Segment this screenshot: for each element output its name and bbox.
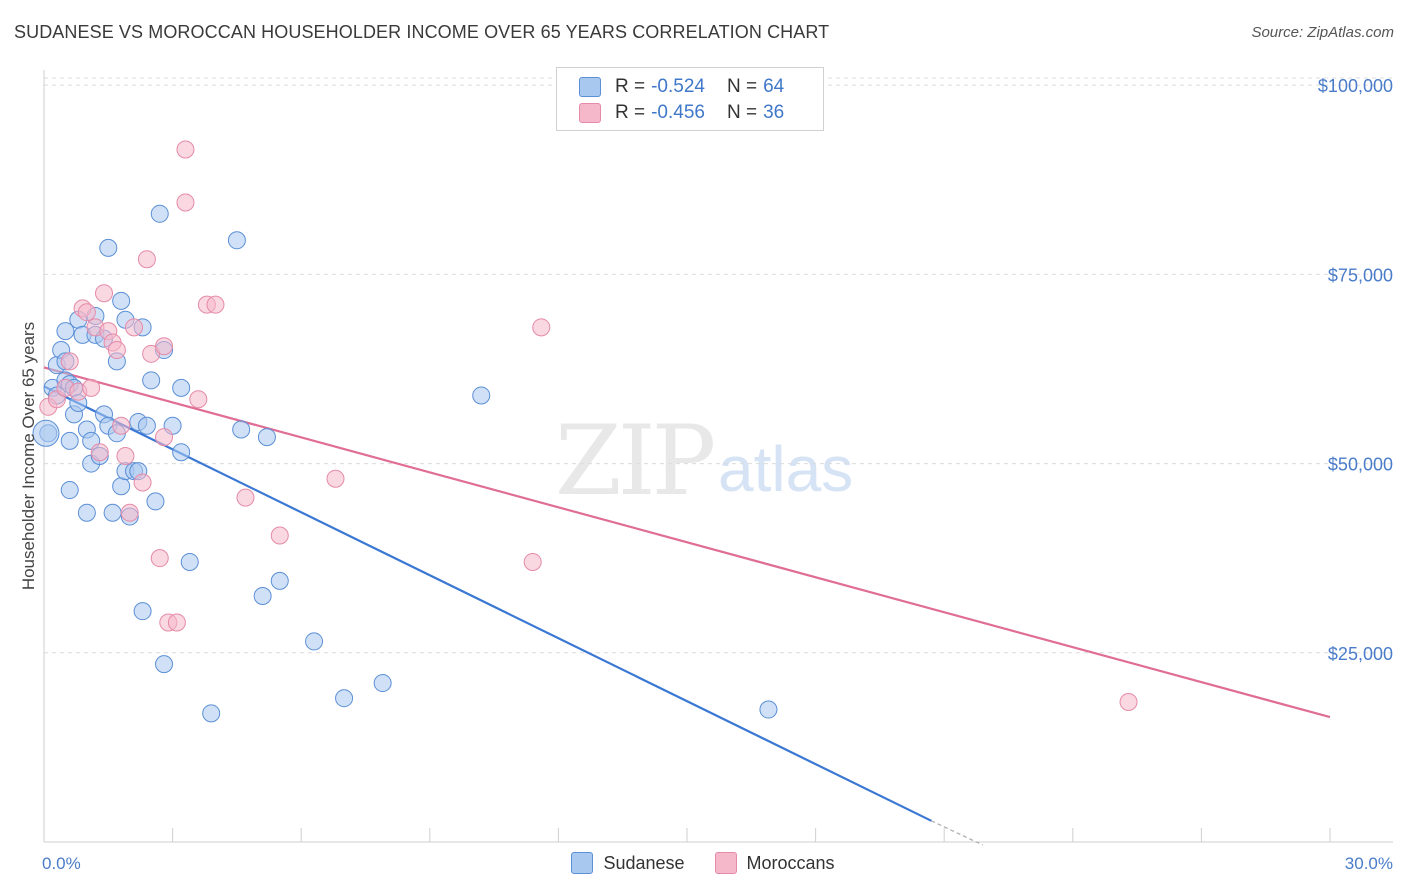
point-moroccans: [116, 447, 135, 465]
y-axis-label: Householder Income Over 65 years: [19, 322, 38, 590]
point-sudanese: [142, 371, 161, 390]
point-sudanese: [150, 204, 169, 223]
point-moroccans: [176, 193, 195, 212]
correlation-legend: R = -0.524 N = 64 R = -0.456 N = 36: [556, 67, 824, 131]
point-sudanese: [335, 689, 354, 708]
point-sudanese: [60, 481, 79, 500]
point-sudanese: [99, 238, 118, 257]
legend-swatch-moroccans: [579, 103, 601, 123]
point-moroccans: [167, 613, 186, 632]
point-moroccans: [150, 549, 169, 568]
point-moroccans: [125, 318, 144, 337]
point-sudanese: [373, 674, 392, 693]
point-moroccans: [532, 318, 551, 337]
legend-n-label: N =: [726, 102, 758, 123]
watermark-atlas: atlas: [718, 433, 854, 505]
legend-r-label: R =: [615, 76, 646, 97]
point-moroccans: [60, 352, 79, 371]
y-tick-label: $100,000: [1318, 76, 1393, 96]
point-sudanese: [60, 431, 79, 450]
source-credit: Source: ZipAtlas.com: [1251, 24, 1394, 41]
legend-n-value: 64: [763, 76, 785, 97]
series-label-sudanese: Sudanese: [603, 852, 685, 873]
x-tick-label-max: 30.0%: [1345, 854, 1393, 873]
point-sudanese: [202, 704, 221, 723]
point-moroccans: [270, 526, 289, 545]
point-moroccans: [1119, 692, 1138, 711]
point-sudanese: [112, 291, 131, 310]
point-moroccans: [236, 488, 255, 507]
y-tick-label: $25,000: [1328, 644, 1393, 664]
point-sudanese: [270, 571, 289, 590]
trend-line-sudanese: [43, 385, 932, 822]
point-sudanese: [227, 231, 246, 250]
watermark-zip: ZIP: [555, 405, 716, 517]
legend-r-value: -0.524: [651, 76, 705, 97]
point-moroccans: [523, 552, 542, 571]
point-sudanese: [146, 492, 165, 511]
point-sudanese: [257, 428, 276, 447]
trend-line-moroccans: [43, 366, 1331, 719]
series-legend-sudanese[interactable]: Sudanese: [571, 852, 685, 874]
point-sudanese: [232, 420, 251, 439]
y-tick-label: $50,000: [1328, 455, 1393, 475]
legend-r-value: -0.456: [651, 102, 705, 123]
point-moroccans: [107, 341, 126, 360]
series-swatch-sudanese: [571, 852, 594, 874]
point-moroccans: [120, 503, 139, 522]
legend-n-label: N =: [726, 76, 758, 97]
data-points: [32, 140, 1138, 723]
grid-lines: [44, 77, 1393, 654]
point-moroccans: [155, 428, 174, 447]
axes: [43, 70, 1393, 843]
point-moroccans: [137, 250, 156, 269]
point-moroccans: [133, 473, 152, 492]
trend-lines: [43, 366, 1331, 846]
series-label-moroccans: Moroccans: [746, 852, 835, 873]
legend-r-label: R =: [615, 102, 646, 123]
trend-extension-sudanese: [931, 820, 984, 846]
x-tick-label-min: 0.0%: [42, 854, 81, 873]
point-moroccans: [112, 416, 131, 435]
point-moroccans: [189, 390, 208, 409]
legend-row-sudanese: R = -0.524 N = 64: [579, 75, 784, 99]
point-sudanese: [77, 503, 96, 522]
point-sudanese: [103, 503, 122, 522]
legend-swatch-sudanese: [579, 77, 601, 97]
axis-labels: $25,000 $50,000 $75,000 $100,000 0.0% 30.0% Ho…: [19, 76, 1393, 873]
point-sudanese: [56, 322, 75, 341]
series-swatch-moroccans: [714, 852, 737, 874]
point-moroccans: [82, 378, 101, 397]
point-sudanese: [172, 378, 191, 397]
point-sudanese-large: [32, 419, 60, 447]
point-moroccans: [326, 469, 345, 488]
point-moroccans: [176, 140, 195, 159]
point-moroccans: [155, 337, 174, 356]
chart-title: SUDANESE VS MOROCCAN HOUSEHOLDER INCOME …: [14, 22, 830, 42]
y-tick-label: $75,000: [1328, 265, 1393, 285]
point-sudanese: [155, 655, 174, 674]
point-moroccans: [90, 443, 109, 462]
point-moroccans: [206, 295, 225, 314]
point-sudanese: [112, 477, 131, 496]
point-sudanese: [137, 416, 156, 435]
point-sudanese: [759, 700, 778, 719]
series-legend: Sudanese Moroccans: [0, 852, 1406, 874]
point-sudanese: [133, 602, 152, 621]
point-sudanese: [172, 443, 191, 462]
legend-row-moroccans: R = -0.456 N = 36: [579, 101, 784, 125]
point-sudanese: [253, 587, 272, 606]
point-sudanese: [180, 552, 199, 571]
series-legend-moroccans[interactable]: Moroccans: [714, 852, 835, 874]
point-moroccans: [95, 284, 114, 303]
point-sudanese: [472, 386, 491, 405]
point-moroccans: [77, 303, 96, 322]
point-sudanese: [305, 632, 324, 651]
legend-n-value: 36: [763, 102, 785, 123]
